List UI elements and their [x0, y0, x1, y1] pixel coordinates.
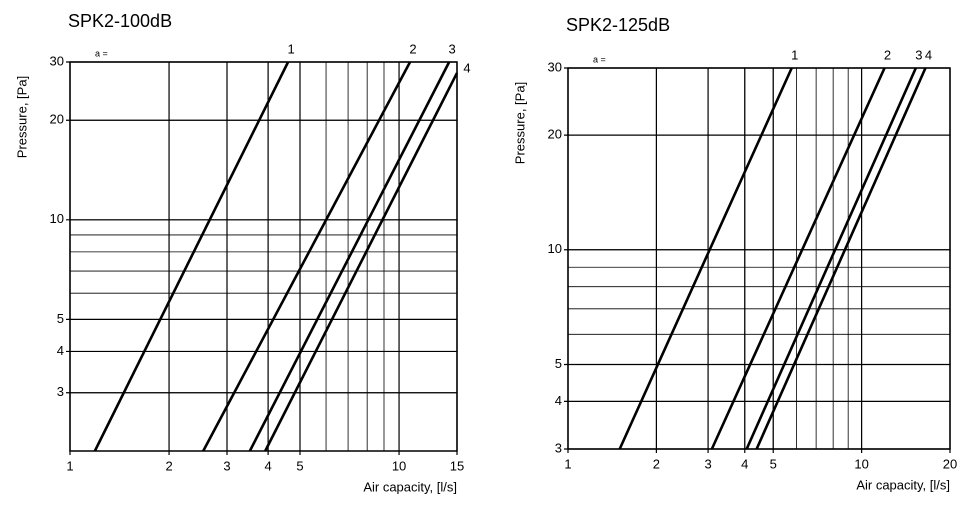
- y-tick-label: 30: [548, 59, 562, 74]
- series-label: 4: [925, 47, 932, 62]
- y-tick-label: 20: [50, 112, 64, 127]
- series-label: 1: [791, 47, 798, 62]
- series-line: [202, 61, 412, 452]
- y-tick-label: 10: [548, 241, 562, 256]
- plot-frame: [69, 61, 458, 452]
- x-tick-label: 4: [264, 458, 271, 473]
- chart-title: SPK2-125dB: [566, 15, 670, 35]
- series-label: 2: [409, 41, 416, 56]
- x-tick-label: 1: [66, 458, 73, 473]
- chart-title: SPK2-100dB: [68, 11, 172, 31]
- annotation: a =: [593, 54, 606, 64]
- series-line: [755, 67, 927, 450]
- series-line: [93, 61, 290, 452]
- y-tick-label: 30: [50, 53, 64, 68]
- x-tick-label: 1: [564, 456, 571, 471]
- x-tick-label: 5: [296, 458, 303, 473]
- y-axis-label: Pressure, [Pa]: [512, 82, 527, 164]
- series-label: 2: [884, 47, 891, 62]
- series-line: [710, 67, 886, 450]
- x-tick-label: 2: [165, 458, 172, 473]
- x-tick-label: 20: [943, 456, 957, 471]
- x-tick-label: 10: [854, 456, 868, 471]
- y-axis-label: Pressure, [Pa]: [14, 76, 29, 158]
- y-tick-label: 4: [555, 393, 562, 408]
- x-tick-label: 3: [223, 458, 230, 473]
- annotation: a =: [95, 48, 108, 58]
- x-axis-label: Air capacity, [l/s]: [856, 477, 950, 492]
- y-tick-label: 10: [50, 211, 64, 226]
- x-tick-label: 3: [704, 456, 711, 471]
- series-line: [264, 72, 459, 452]
- series-label: 3: [449, 41, 456, 56]
- x-tick-label: 5: [770, 456, 777, 471]
- series-line: [745, 67, 918, 450]
- x-axis-label: Air capacity, [l/s]: [363, 479, 457, 494]
- series-label: 1: [287, 41, 294, 56]
- series-label: 4: [463, 60, 470, 75]
- series-label: 3: [915, 47, 922, 62]
- y-tick-label: 3: [555, 440, 562, 455]
- y-tick-label: 4: [57, 343, 64, 358]
- series-line: [618, 67, 793, 450]
- x-tick-label: 15: [450, 458, 464, 473]
- x-tick-label: 2: [653, 456, 660, 471]
- y-tick-label: 20: [548, 127, 562, 142]
- x-tick-label: 4: [741, 456, 748, 471]
- y-tick-label: 3: [57, 384, 64, 399]
- plot-frame: [567, 67, 951, 450]
- y-tick-label: 5: [57, 311, 64, 326]
- series-line: [248, 61, 451, 452]
- x-tick-label: 10: [392, 458, 406, 473]
- y-tick-label: 5: [555, 356, 562, 371]
